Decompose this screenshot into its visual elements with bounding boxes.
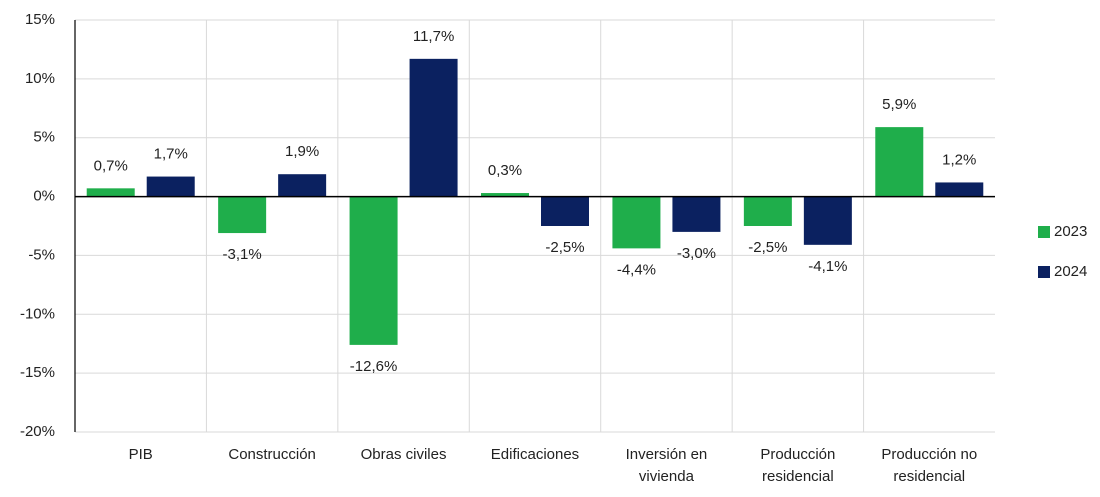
x-tick-label: Producción no residencial [881, 446, 978, 485]
value-label: -4,1% [808, 258, 847, 275]
bar [218, 196, 267, 234]
x-tick-label: Producción residencial [760, 446, 836, 485]
value-label: -12,6% [350, 358, 398, 375]
y-tick-label: -15% [20, 364, 55, 381]
bar [743, 196, 792, 226]
value-label: 1,2% [942, 151, 976, 168]
y-tick-label: -20% [20, 423, 55, 440]
bar [935, 182, 984, 197]
bar [86, 188, 135, 197]
y-tick-label: 5% [33, 129, 55, 146]
x-tick-label: Edificaciones [490, 446, 580, 463]
bar [278, 174, 327, 197]
value-label: -3,1% [223, 246, 262, 263]
y-tick-label: 15% [25, 11, 55, 28]
legend-swatch [1038, 266, 1050, 278]
value-label: 5,9% [882, 96, 916, 113]
bar [803, 196, 852, 245]
y-tick-label: -5% [28, 246, 55, 263]
x-tick-label: PIB [128, 446, 153, 463]
bar [481, 193, 529, 197]
y-tick-label: 0% [33, 188, 55, 205]
value-label: 1,7% [154, 146, 188, 163]
bar [146, 176, 195, 197]
x-tick-label: Obras civiles [360, 446, 447, 463]
bar [875, 127, 924, 197]
legend-swatch [1038, 226, 1050, 238]
bar [409, 58, 458, 197]
y-tick-label: -10% [20, 305, 55, 322]
x-tick-label: Inversión en vivienda [625, 446, 708, 485]
value-label: 0,3% [488, 162, 522, 179]
value-label: 11,7% [413, 28, 454, 45]
value-label: 0,7% [94, 157, 128, 174]
bar [541, 196, 589, 226]
legend-label: 2023 [1054, 223, 1087, 240]
value-label: -3,0% [677, 245, 716, 262]
x-tick-label: Construcción [228, 446, 316, 463]
value-label: -4,4% [617, 261, 656, 278]
value-label: -2,5% [545, 239, 584, 256]
legend-label: 2024 [1054, 263, 1087, 280]
value-label: -2,5% [748, 239, 787, 256]
bar [612, 196, 661, 249]
bar [349, 196, 398, 345]
value-label: 1,9% [285, 143, 319, 160]
y-tick-label: 10% [25, 70, 55, 87]
bar [672, 196, 721, 232]
